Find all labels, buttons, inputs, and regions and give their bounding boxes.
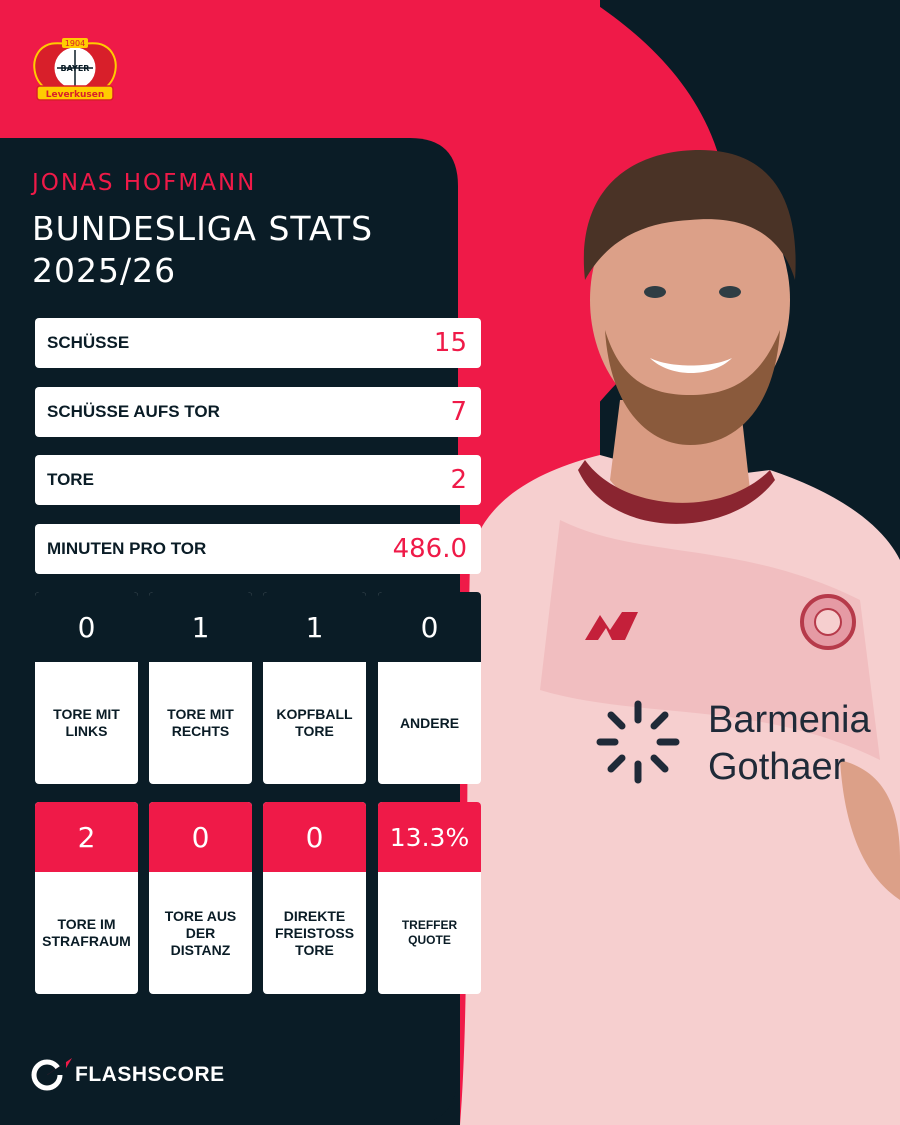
- club-logo-banner: [36, 85, 114, 101]
- jersey-crest-inner: [814, 608, 842, 636]
- player-smile: [650, 358, 732, 373]
- stat-row-value: 7: [450, 397, 467, 427]
- club-logo-year: 1904: [65, 39, 85, 48]
- tile-value: 13.3%: [378, 802, 481, 872]
- kit-brand-logo: [585, 612, 638, 640]
- page-title: BUNDESLIGA STATS 2025/26: [32, 208, 373, 292]
- flashscore-brand: FLASHSCORE: [75, 1063, 225, 1086]
- tile-label-line: QUOTE: [408, 933, 451, 947]
- tile-label: TORE MIT RECHTS: [149, 662, 252, 784]
- player-eye-left: [644, 286, 666, 298]
- tile-left-foot-goals: 0 TORE MIT LINKS: [35, 592, 138, 784]
- player-eye-right: [719, 286, 741, 298]
- tile-label: TORE AUS DER DISTANZ: [149, 872, 252, 994]
- tile-label-line: TORE AUS: [164, 907, 237, 924]
- tile-label-line: KOPFBALL: [276, 706, 353, 722]
- club-logo: [33, 38, 117, 101]
- tile-value: 0: [378, 592, 481, 662]
- tile-label: KOPFBALL TORE: [263, 662, 366, 784]
- tile-value: 2: [35, 802, 138, 872]
- tile-value: 0: [263, 802, 366, 872]
- tile-distance-goals: 0 TORE AUS DER DISTANZ: [149, 802, 252, 994]
- tile-label-line: DER: [185, 924, 216, 941]
- stat-row-goals: TORE 2: [35, 455, 481, 505]
- flashscore-icon-gap: [47, 1062, 66, 1075]
- club-logo-name-bottom: Leverkusen: [46, 90, 105, 100]
- player-head: [590, 175, 790, 425]
- tile-label-line: TORE: [295, 723, 334, 739]
- tile-other-goals: 0 ANDERE: [378, 592, 481, 784]
- stat-row-minutes-per-goal: MINUTEN PRO TOR 486.0: [35, 524, 481, 574]
- tile-label-line: TORE IM: [57, 916, 116, 932]
- tile-label: DIREKTE FREISTOSS TORE: [263, 872, 366, 994]
- tile-label-line: TORE MIT: [167, 706, 234, 722]
- club-logo-name-top: BAYER: [61, 64, 90, 73]
- tile-label-line: DIREKTE: [283, 907, 346, 924]
- tile-header-goals: 1 KOPFBALL TORE: [263, 592, 366, 784]
- tile-label-line: TREFFER: [401, 918, 458, 932]
- tile-label-line: TORE MIT: [53, 706, 120, 722]
- tile-label-line: ANDERE: [399, 714, 460, 731]
- title-line1: BUNDESLIGA STATS: [32, 209, 374, 248]
- stat-row-value: 15: [433, 328, 467, 358]
- sponsor-line1: Barmenia: [708, 699, 871, 741]
- tile-value: 0: [149, 802, 252, 872]
- tile-penalty-area-goals: 2 TORE IM STRAFRAUM: [35, 802, 138, 994]
- flashscore-logo-icon: [31, 1058, 72, 1091]
- stat-row-value: 2: [450, 465, 467, 495]
- jersey-shade: [540, 520, 880, 760]
- stat-row-shots: SCHÜSSE 15: [35, 318, 481, 368]
- tile-value: 1: [149, 592, 252, 662]
- tile-label-line: LINKS: [65, 723, 108, 739]
- stat-row-label: SCHÜSSE AUFS TOR: [47, 402, 220, 421]
- tile-label-line: TORE: [295, 941, 334, 958]
- sponsor-starburst-icon: [596, 700, 680, 784]
- jersey-collar: [578, 460, 775, 524]
- club-logo-year-banner: [62, 38, 88, 48]
- tile-conversion-rate: 13.3% TREFFER QUOTE: [378, 802, 481, 994]
- player-beard: [605, 330, 780, 445]
- tile-label: TREFFER QUOTE: [378, 872, 481, 994]
- tile-label-line: FREISTOSS: [274, 924, 355, 941]
- tile-label: TORE MIT LINKS: [35, 662, 138, 784]
- stat-row-shots-on-target: SCHÜSSE AUFS TOR 7: [35, 387, 481, 437]
- stat-row-label: TORE: [47, 470, 94, 489]
- tile-free-kick-goals: 0 DIREKTE FREISTOSS TORE: [263, 802, 366, 994]
- stat-row-value: 486.0: [392, 534, 467, 564]
- tile-label-line: RECHTS: [171, 723, 230, 739]
- tile-value: 0: [35, 592, 138, 662]
- tile-right-foot-goals: 1 TORE MIT RECHTS: [149, 592, 252, 784]
- tile-label-line: DISTANZ: [170, 941, 231, 958]
- player-photo: [460, 150, 900, 1125]
- tile-value: 1: [263, 592, 366, 662]
- player-name: JONAS HOFMANN: [32, 170, 257, 196]
- stat-row-label: SCHÜSSE: [47, 333, 130, 352]
- tile-label: ANDERE: [378, 662, 481, 784]
- stat-row-label: MINUTEN PRO TOR: [47, 539, 207, 558]
- title-line2: 2025/26: [32, 251, 177, 290]
- tile-label: TORE IM STRAFRAUM: [35, 872, 138, 994]
- player-arm: [840, 760, 900, 900]
- tile-label-line: STRAFRAUM: [42, 933, 131, 949]
- sponsor-line2: Gothaer: [708, 746, 846, 788]
- player-hair: [583, 150, 796, 280]
